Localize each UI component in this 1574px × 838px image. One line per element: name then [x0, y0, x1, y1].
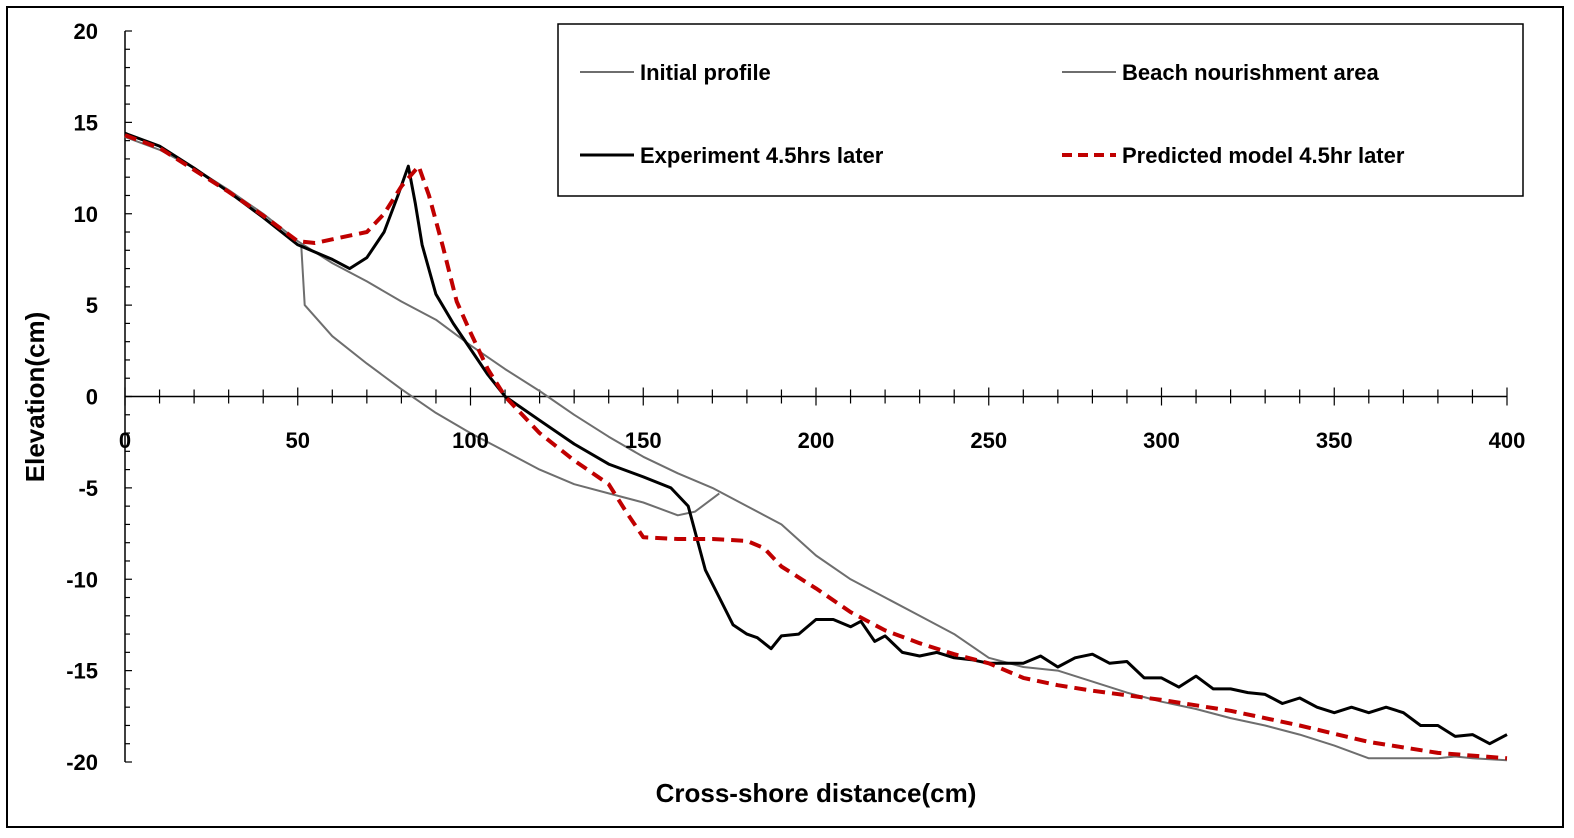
x-tick-label: 50	[286, 428, 310, 453]
x-tick-label: 0	[119, 428, 131, 453]
x-axis-title: Cross-shore distance(cm)	[656, 778, 977, 808]
y-tick-label: 5	[86, 293, 98, 318]
x-tick-label: 150	[625, 428, 662, 453]
series-line-experiment-4-5hrs-later	[124, 131, 1508, 746]
x-tick-label: 400	[1489, 428, 1526, 453]
legend: Initial profile Beach nourishment area E…	[557, 23, 1524, 197]
y-tick-label: 10	[74, 202, 98, 227]
x-tick-label: 300	[1143, 428, 1180, 453]
y-tick-label: -5	[78, 476, 98, 501]
series	[124, 131, 1508, 762]
legend-entry-beach-nourishment-area: Beach nourishment area	[1062, 60, 1380, 85]
y-tick-label: 15	[74, 110, 98, 135]
y-tick-label: -20	[66, 750, 98, 775]
x-tick-label: 100	[452, 428, 489, 453]
y-axis-title: Elevation(cm)	[20, 312, 50, 483]
legend-entry-predicted-model: Predicted model 4.5hr later	[1062, 143, 1405, 168]
x-tick-label: 350	[1316, 428, 1353, 453]
y-tick-label: -10	[66, 567, 98, 592]
legend-label-initial-profile: Initial profile	[640, 60, 771, 85]
legend-entry-initial-profile: Initial profile	[580, 60, 771, 85]
legend-label-experiment: Experiment 4.5hrs later	[640, 143, 884, 168]
y-tick-label: 20	[74, 19, 98, 44]
y-tick-label: 0	[86, 385, 98, 410]
legend-label-beach-nourishment-area: Beach nourishment area	[1122, 60, 1380, 85]
series-line-beach-nourishment-area	[300, 244, 720, 517]
series-line-initial-profile	[124, 136, 1508, 762]
legend-label-predicted-model: Predicted model 4.5hr later	[1122, 143, 1405, 168]
legend-box	[557, 23, 1524, 197]
legend-entry-experiment: Experiment 4.5hrs later	[580, 143, 884, 168]
x-tick-label: 200	[798, 428, 835, 453]
ticks	[124, 30, 1508, 763]
x-tick-label: 250	[970, 428, 1007, 453]
tick-labels: 0 50 100 150 200 250 300 350 40020151050-5-10-15…	[66, 19, 1525, 775]
y-tick-label: -15	[66, 659, 98, 684]
